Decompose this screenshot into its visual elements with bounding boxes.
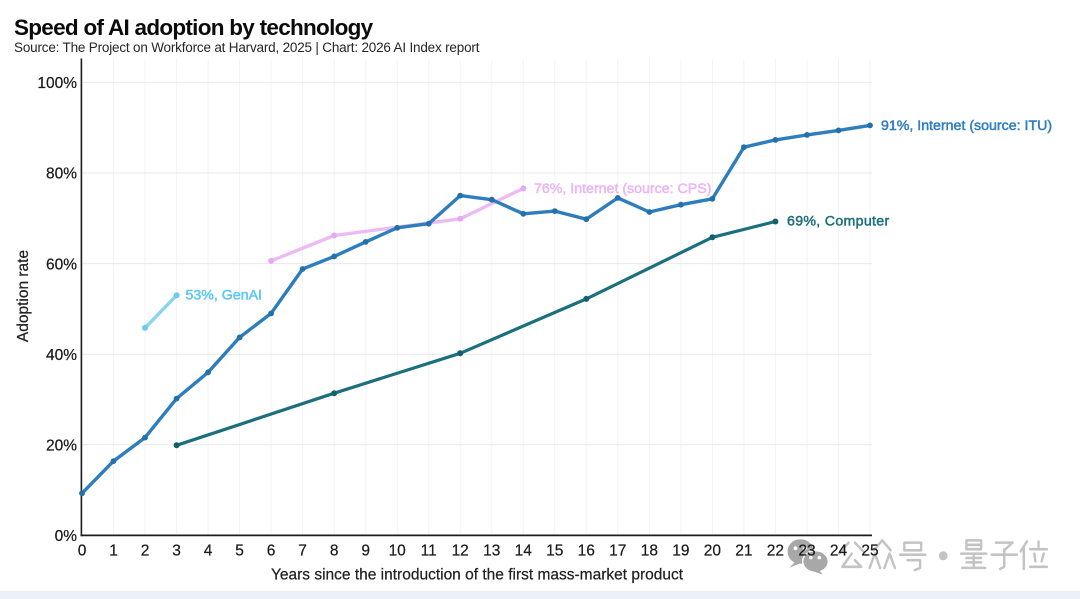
svg-text:7: 7 [298,543,307,560]
svg-text:20: 20 [704,543,722,560]
svg-text:22: 22 [767,543,784,560]
svg-text:0: 0 [78,543,87,560]
svg-text:40%: 40% [46,347,77,364]
svg-text:53%, GenAI: 53%, GenAI [186,288,263,304]
svg-text:12: 12 [452,543,469,560]
svg-text:1: 1 [109,543,118,560]
svg-text:69%, Computer: 69%, Computer [787,214,889,230]
svg-text:10: 10 [389,543,407,560]
svg-text:100%: 100% [37,75,77,92]
svg-text:4: 4 [204,543,213,560]
svg-text:18: 18 [641,543,658,560]
svg-text:13: 13 [483,543,500,560]
svg-text:15: 15 [546,543,563,560]
svg-text:60%: 60% [46,256,77,273]
svg-text:24: 24 [830,543,848,560]
svg-text:Years since the introduction o: Years since the introduction of the firs… [271,567,684,584]
svg-text:0%: 0% [55,528,78,545]
svg-text:16: 16 [578,543,595,560]
svg-text:76%, Internet (source: CPS): 76%, Internet (source: CPS) [534,181,711,197]
svg-text:8: 8 [330,543,339,560]
svg-text:5: 5 [235,543,244,560]
svg-text:Speed of AI adoption by techno: Speed of AI adoption by technology [14,15,374,40]
svg-text:23: 23 [798,543,815,560]
svg-text:19: 19 [672,543,689,560]
svg-text:11: 11 [421,543,437,560]
svg-text:80%: 80% [46,166,77,183]
svg-text:6: 6 [267,543,276,560]
svg-text:91%, Internet (source: ITU): 91%, Internet (source: ITU) [881,118,1052,134]
svg-text:2: 2 [141,543,150,560]
svg-text:20%: 20% [46,438,77,455]
svg-text:9: 9 [361,543,370,560]
svg-text:3: 3 [172,543,181,560]
svg-text:14: 14 [515,543,533,560]
svg-text:21: 21 [735,543,752,560]
svg-text:Source: The Project on Workfor: Source: The Project on Workforce at Harv… [14,40,480,55]
svg-text:Adoption rate: Adoption rate [15,250,32,342]
svg-text:25: 25 [861,543,878,560]
svg-text:17: 17 [609,543,626,560]
